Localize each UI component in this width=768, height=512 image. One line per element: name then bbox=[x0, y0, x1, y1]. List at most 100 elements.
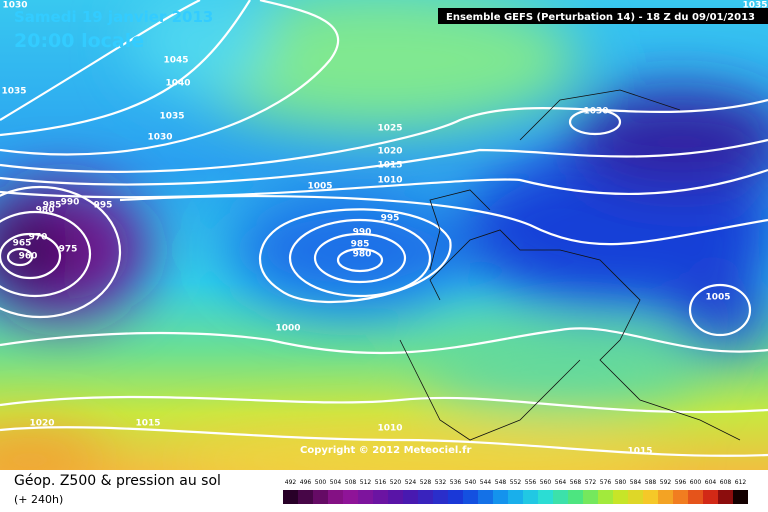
isobar-label: 1035 bbox=[159, 112, 184, 122]
scale-swatch bbox=[703, 490, 718, 504]
legend-title: Géop. Z500 & pression au sol bbox=[14, 473, 221, 489]
isobars bbox=[0, 0, 768, 456]
scale-swatch bbox=[613, 490, 628, 504]
isobar-label: 1025 bbox=[377, 124, 402, 134]
scale-label: 536 bbox=[450, 479, 462, 486]
scale-label: 540 bbox=[465, 479, 477, 486]
field bbox=[0, 0, 768, 490]
isobar-label: 985 bbox=[351, 240, 370, 250]
model: Ensemble GEFS (Perturbation 14) - 18 Z d… bbox=[446, 12, 755, 23]
scale-swatch bbox=[718, 490, 733, 504]
scale-swatch bbox=[283, 490, 298, 504]
isobar-label: 1010 bbox=[377, 176, 402, 186]
scale-label: 580 bbox=[615, 479, 627, 486]
scale-label: 500 bbox=[315, 479, 327, 486]
isobar-label: 1030 bbox=[2, 1, 27, 11]
scale-swatch bbox=[673, 490, 688, 504]
isobar-label: 1005 bbox=[307, 182, 332, 192]
scale-swatch bbox=[508, 490, 523, 504]
scale-swatch bbox=[373, 490, 388, 504]
scale-swatch bbox=[523, 490, 538, 504]
scale-label: 520 bbox=[390, 479, 402, 486]
scale-label: 612 bbox=[735, 479, 747, 486]
isobar-label: 1045 bbox=[163, 56, 188, 66]
scale-swatch bbox=[583, 490, 598, 504]
scale-swatch bbox=[328, 490, 343, 504]
isobar-label: 975 bbox=[59, 245, 78, 255]
scale-swatch bbox=[688, 490, 703, 504]
scale-swatch bbox=[478, 490, 493, 504]
legend-lead: (+ 240h) bbox=[14, 493, 63, 506]
scale-swatch bbox=[628, 490, 643, 504]
scale-swatch bbox=[298, 490, 313, 504]
scale-swatch bbox=[358, 490, 373, 504]
scale-label: 576 bbox=[600, 479, 612, 486]
isobar-label: 980 bbox=[36, 206, 55, 216]
model-box bbox=[438, 8, 768, 24]
isobar-label: 1030 bbox=[147, 133, 172, 143]
isobar-label: 970 bbox=[29, 233, 48, 243]
scale-swatch bbox=[433, 490, 448, 504]
scale-label: 548 bbox=[495, 479, 507, 486]
scale-label: 528 bbox=[420, 479, 432, 486]
scale-label: 596 bbox=[675, 479, 687, 486]
scale-label: 496 bbox=[300, 479, 312, 486]
scale-swatch bbox=[418, 490, 433, 504]
isobar-label: 990 bbox=[61, 198, 80, 208]
coastlines bbox=[399, 89, 741, 441]
scale-label: 556 bbox=[525, 479, 537, 486]
copyright: Copyright © 2012 Meteociel.fr bbox=[300, 445, 471, 456]
scale-label: 588 bbox=[645, 479, 657, 486]
scale-swatch bbox=[313, 490, 328, 504]
isobar-label: 1020 bbox=[29, 419, 54, 429]
isobar-label: 1005 bbox=[705, 293, 730, 303]
isobar-label: 1020 bbox=[377, 147, 402, 157]
isobar-label: 1000 bbox=[275, 324, 300, 334]
isobar-label: 1015 bbox=[135, 419, 160, 429]
isobar-label: 1035 bbox=[742, 1, 767, 11]
scale-label: 544 bbox=[480, 479, 492, 486]
scale-swatch bbox=[643, 490, 658, 504]
scale-label: 552 bbox=[510, 479, 522, 486]
isobar-label: 1035 bbox=[1, 87, 26, 97]
scale-label: 564 bbox=[555, 479, 567, 486]
scale-label: 572 bbox=[585, 479, 597, 486]
date: Samedi 19 janvier 2013 bbox=[14, 8, 213, 26]
scale-swatch bbox=[553, 490, 568, 504]
isobar-label: 985 bbox=[43, 201, 62, 211]
time: 20:00 locale bbox=[14, 30, 144, 52]
isobar-label: 990 bbox=[353, 228, 372, 238]
isobar-label: 965 bbox=[13, 239, 32, 249]
scale-swatch bbox=[598, 490, 613, 504]
scale-label: 532 bbox=[435, 479, 447, 486]
scale-label: 600 bbox=[690, 479, 702, 486]
scale-label: 508 bbox=[345, 479, 357, 486]
scale-swatch bbox=[568, 490, 583, 504]
scale-swatch bbox=[343, 490, 358, 504]
isobar-label: 1015 bbox=[377, 161, 402, 171]
scale-swatch bbox=[448, 490, 463, 504]
scale-label: 584 bbox=[630, 479, 642, 486]
isobar-label: 980 bbox=[353, 250, 372, 260]
scale-label: 512 bbox=[360, 479, 372, 486]
isobar-label: 1040 bbox=[165, 79, 190, 89]
scale-label: 592 bbox=[660, 479, 672, 486]
isobar-label: 1015 bbox=[627, 447, 652, 457]
scale-label: 608 bbox=[720, 479, 732, 486]
scale-label: 504 bbox=[330, 479, 342, 486]
scale-swatch bbox=[388, 490, 403, 504]
scale-swatch bbox=[538, 490, 553, 504]
scale-swatch bbox=[463, 490, 478, 504]
isobar-label: 995 bbox=[381, 214, 400, 224]
isobar-label: 1030 bbox=[583, 107, 608, 117]
scale-label: 492 bbox=[285, 479, 297, 486]
scale-swatch bbox=[403, 490, 418, 504]
scale-label: 524 bbox=[405, 479, 417, 486]
isobar-label: 1010 bbox=[377, 424, 402, 434]
isobar-label: 995 bbox=[94, 201, 113, 211]
isobar-label: 960 bbox=[19, 252, 38, 262]
scale-label: 560 bbox=[540, 479, 552, 486]
scale-swatch bbox=[733, 490, 748, 504]
scale-label: 604 bbox=[705, 479, 717, 486]
